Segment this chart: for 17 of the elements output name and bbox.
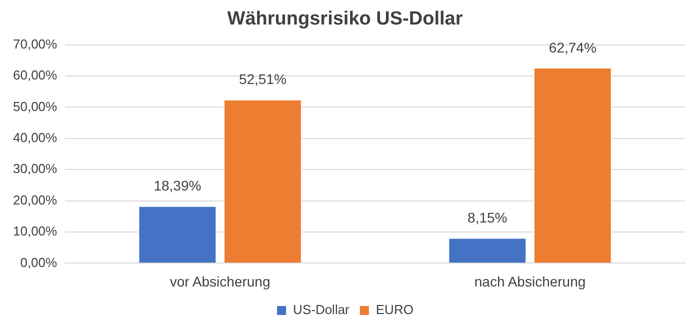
y-tick-label: 50,00% <box>12 98 58 114</box>
x-tick-label: vor Absicherung <box>170 273 270 290</box>
y-tick-label: 60,00% <box>12 68 58 83</box>
legend-label: EURO <box>376 302 414 318</box>
legend-label: US-Dollar <box>293 302 350 318</box>
y-tick-label: 30,00% <box>12 161 58 176</box>
data-label: 18,39% <box>154 178 202 194</box>
data-label: 8,15% <box>468 210 508 226</box>
data-label: 52,51% <box>238 71 286 88</box>
y-tick-label: 10,00% <box>12 224 58 239</box>
y-tick-label: 70,00% <box>12 36 58 52</box>
data-label: 62,74% <box>548 39 596 56</box>
y-tick-label: 40,00% <box>12 130 58 145</box>
x-tick-label: nach Absicherung <box>474 273 586 290</box>
y-tick-label: 20,00% <box>12 192 58 208</box>
chart-title: Währungsrisiko US-Dollar <box>227 8 464 30</box>
y-tick-label: 0,00% <box>20 254 58 270</box>
